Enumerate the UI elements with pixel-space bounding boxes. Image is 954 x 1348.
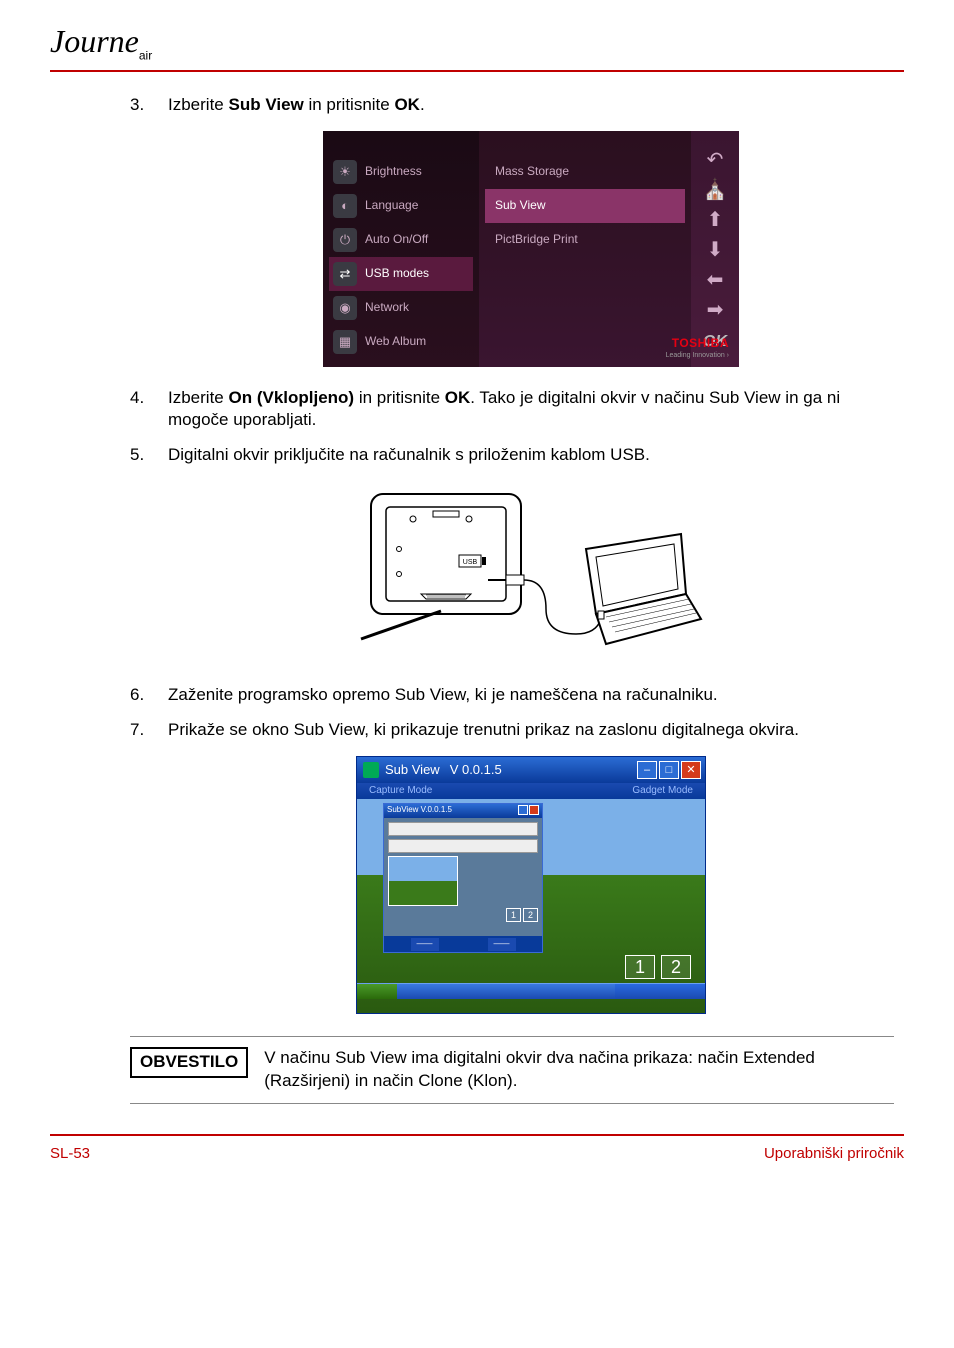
menu-item-language: ◐Language: [329, 189, 473, 223]
usb-port-label: USB: [463, 559, 478, 566]
inner-preview: [388, 856, 458, 906]
inner-close-icon: [529, 805, 539, 815]
diagram-svg: USB: [351, 479, 711, 659]
menu-item-brightness: ☀Brightness: [329, 155, 473, 189]
step-number: 7.: [130, 719, 144, 742]
notice-text: V načinu Sub View ima digitalni okvir dv…: [264, 1047, 894, 1093]
language-icon: ◐: [333, 194, 357, 218]
inner-dialog: SubView V.0.0.1.5 1 2: [383, 803, 543, 953]
monitor-2: 2: [661, 955, 691, 979]
step-3: 3. Izberite Sub View in pritisnite OK. ☀…: [130, 94, 894, 367]
maximize-button[interactable]: □: [659, 761, 679, 779]
back-icon: ↶: [701, 149, 729, 173]
usb-icon: ⇄: [333, 262, 357, 286]
step-text: Izberite On (Vklopljeno) in pritisnite O…: [168, 388, 840, 430]
device-menu-screenshot: ☀Brightness ◐Language ⏻Auto On/Off ⇄USB …: [323, 131, 739, 367]
option-mass-storage: Mass Storage: [485, 155, 685, 189]
step-6: 6. Zaženite programsko opremo Sub View, …: [130, 684, 894, 707]
minimize-button[interactable]: –: [637, 761, 657, 779]
mini-monitor-1: 1: [506, 908, 521, 922]
inner-titlebar: SubView V.0.0.1.5: [384, 804, 542, 818]
subview-window-screenshot: Sub View V 0.0.1.5 – □ ✕ SubView V.0.0.1…: [356, 756, 706, 1014]
logo-main: Journe: [50, 23, 139, 59]
home-icon: ⛪: [701, 179, 729, 203]
step-5: 5. Digitalni okvir priključite na računa…: [130, 444, 894, 666]
footer-title: Uporabniški priročnik: [764, 1144, 904, 1164]
inner-body: 1 2: [384, 818, 542, 936]
right-arrow-icon: ➡: [701, 299, 729, 323]
page-header: Journeair: [50, 20, 904, 72]
down-arrow-icon: ⬇: [701, 239, 729, 263]
gadget-mode-label: Gadget Mode: [632, 784, 693, 798]
window-titlebar: Sub View V 0.0.1.5 – □ ✕: [357, 757, 705, 783]
power-icon: ⏻: [333, 228, 357, 252]
inner-button: ——: [411, 938, 439, 951]
taskbar: [357, 983, 705, 999]
network-icon: ◉: [333, 296, 357, 320]
close-button[interactable]: ✕: [681, 761, 701, 779]
menu-item-network: ◉Network: [329, 291, 473, 325]
notice-box: OBVESTILO V načinu Sub View ima digitaln…: [130, 1036, 894, 1104]
option-pictbridge: PictBridge Print: [485, 223, 685, 257]
capture-mode-label: Capture Mode: [369, 784, 432, 798]
monitor-gadget: 1 2: [625, 955, 691, 979]
system-tray: [615, 984, 705, 999]
step-text: Izberite Sub View in pritisnite OK.: [168, 95, 425, 114]
device-submenu: Mass Storage Sub View PictBridge Print: [479, 131, 691, 367]
step-number: 5.: [130, 444, 144, 467]
device-nav-buttons: ↶ ⛪ ⬆ ⬇ ⬅ ➡ OK: [691, 131, 739, 367]
step-number: 6.: [130, 684, 144, 707]
menu-item-auto-onoff: ⏻Auto On/Off: [329, 223, 473, 257]
step-text: Digitalni okvir priključite na računalni…: [168, 445, 650, 464]
step-text: Prikaže se okno Sub View, ki prikazuje t…: [168, 720, 799, 739]
inner-row: [388, 822, 538, 836]
page-footer: SL-53 Uporabniški priročnik: [50, 1136, 904, 1164]
toshiba-brand: TOSHIBA Leading Innovation ›: [666, 335, 729, 361]
step-7: 7. Prikaže se okno Sub View, ki prikazuj…: [130, 719, 894, 1014]
brightness-icon: ☀: [333, 160, 357, 184]
option-sub-view: Sub View: [485, 189, 685, 223]
page-number: SL-53: [50, 1144, 90, 1164]
step-4: 4. Izberite On (Vklopljeno) in pritisnit…: [130, 387, 894, 433]
window-title: Sub View: [385, 761, 440, 779]
device-left-menu: ☀Brightness ◐Language ⏻Auto On/Off ⇄USB …: [323, 131, 479, 367]
monitor-1: 1: [625, 955, 655, 979]
main-content: 3. Izberite Sub View in pritisnite OK. ☀…: [50, 94, 904, 1104]
up-arrow-icon: ⬆: [701, 209, 729, 233]
app-icon: [363, 762, 379, 778]
instruction-list: 3. Izberite Sub View in pritisnite OK. ☀…: [130, 94, 894, 1015]
menu-item-usb-modes: ⇄USB modes: [329, 257, 473, 291]
inner-min-icon: [518, 805, 528, 815]
logo-sub: air: [139, 48, 152, 62]
logo: Journeair: [50, 23, 152, 59]
mini-monitor-2: 2: [523, 908, 538, 922]
window-body: SubView V.0.0.1.5 1 2: [357, 783, 705, 1013]
step-text: Zaženite programsko opremo Sub View, ki …: [168, 685, 718, 704]
inner-buttons: —— ——: [384, 936, 542, 953]
inner-row: [388, 839, 538, 853]
step-number: 3.: [130, 94, 144, 117]
inner-button: ——: [488, 938, 516, 951]
usb-connection-diagram: USB: [168, 479, 894, 666]
window-version: V 0.0.1.5: [450, 761, 502, 779]
album-icon: ▦: [333, 330, 357, 354]
start-button: [357, 984, 397, 999]
menu-item-web-album: ▦Web Album: [329, 325, 473, 359]
left-arrow-icon: ⬅: [701, 269, 729, 293]
notice-label: OBVESTILO: [130, 1047, 248, 1078]
mode-bar: Capture Mode Gadget Mode: [357, 783, 705, 799]
step-number: 4.: [130, 387, 144, 410]
